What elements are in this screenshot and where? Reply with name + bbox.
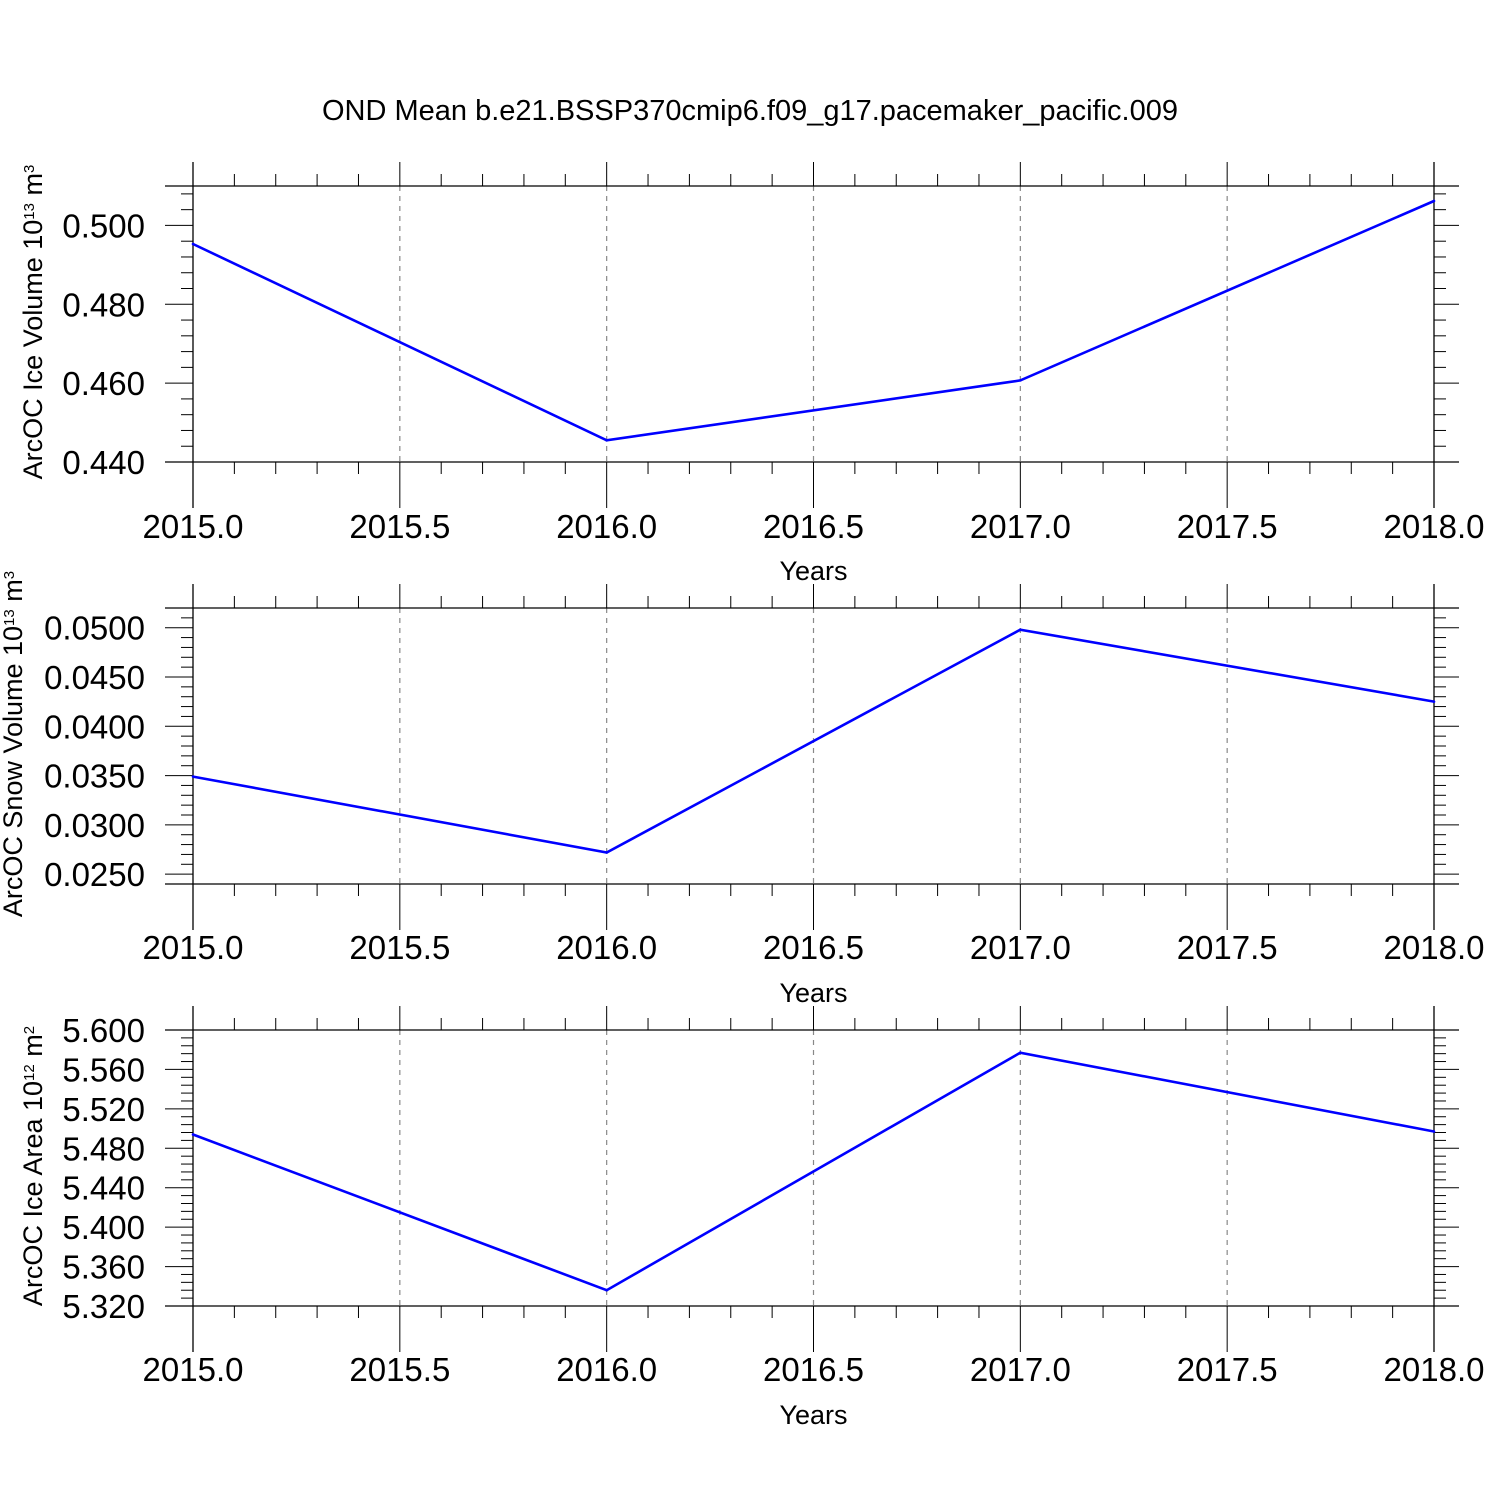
series-line-1 [192, 1051, 1435, 1292]
y-tick-label: 5.360 [62, 1249, 145, 1286]
x-tick-label: 2016.0 [556, 1351, 657, 1388]
y-tick-label: 5.400 [62, 1209, 145, 1246]
x-tick-label: 2017.0 [970, 929, 1071, 966]
y-tick-label: 0.480 [62, 286, 145, 323]
y-axis-title: ArcOC Ice Volume 1013 m3 [18, 165, 48, 480]
x-tick-label: 2015.0 [143, 1351, 244, 1388]
y-axis-title-text: ArcOC Snow Volume 10 [0, 626, 28, 917]
y-tick-label: 0.0350 [44, 758, 145, 795]
y-tick-label: 0.0300 [44, 807, 145, 844]
x-tick-label: 2017.0 [970, 508, 1071, 545]
y-axis-title-text: ArcOC Ice Area 10 [18, 1081, 48, 1306]
data-point [1432, 700, 1436, 703]
data-point [605, 1288, 608, 1292]
y-tick-label: 5.520 [62, 1091, 145, 1128]
axes-frame [165, 162, 1459, 508]
y-tick-label: 0.500 [62, 207, 145, 244]
axes-frame [165, 1006, 1459, 1352]
data-point [1019, 379, 1022, 382]
x-tick-label: 2015.0 [143, 929, 244, 966]
y-tick-label: 5.480 [62, 1130, 145, 1167]
data-point [191, 1133, 195, 1136]
y-axis-title-unit: m [18, 173, 48, 203]
data-point [1019, 628, 1022, 631]
y-axis-title-unit-exponent: 3 [1, 571, 18, 579]
x-tick-label: 2017.5 [1177, 1351, 1278, 1388]
y-tick-label: 0.0400 [44, 708, 145, 745]
y-tick-label: 0.0250 [44, 856, 145, 893]
y-tick-label: 5.320 [62, 1288, 145, 1325]
y-axis-title: ArcOC Snow Volume 1013 m3 [0, 571, 28, 917]
y-axis-title-exponent: 13 [1, 609, 18, 626]
x-axis-title: Years [779, 556, 847, 586]
series-line-1 [192, 628, 1435, 854]
y-axis-title-text: ArcOC Ice Volume 10 [18, 220, 48, 480]
x-tick-label: 2016.5 [763, 1351, 864, 1388]
x-tick-label: 2016.5 [763, 929, 864, 966]
figure-title: OND Mean b.e21.BSSP370cmip6.f09_g17.pace… [322, 95, 1178, 127]
y-axis-title-exponent: 12 [21, 1064, 38, 1081]
x-tick-label: 2015.5 [349, 929, 450, 966]
data-point [605, 851, 608, 854]
chart-panel-3: 5.3205.3605.4005.4405.4805.5205.5605.600… [18, 1006, 1484, 1430]
x-tick-label: 2015.5 [349, 508, 450, 545]
x-axis-title: Years [779, 978, 847, 1008]
y-axis-title-exponent: 13 [21, 203, 38, 220]
chart-panel-2: 0.0250 0.0300 0.0350 0.0400 0.0450 0.0500 2015… [0, 571, 1484, 1008]
data-point [191, 775, 195, 778]
y-axis-title-unit: m [18, 1034, 48, 1064]
data-point [1432, 199, 1436, 203]
y-tick-label: 0.440 [62, 444, 145, 481]
x-axis-title: Years [779, 1400, 847, 1430]
y-tick-label: 0.0450 [44, 659, 145, 696]
axes-frame [165, 584, 1459, 930]
x-tick-label: 2018.0 [1384, 1351, 1485, 1388]
x-tick-label: 2018.0 [1384, 929, 1485, 966]
x-tick-label: 2016.0 [556, 508, 657, 545]
data-point [1432, 1130, 1436, 1133]
series-line-1 [192, 199, 1435, 442]
y-tick-label: 5.560 [62, 1051, 145, 1088]
x-tick-label: 2015.5 [349, 1351, 450, 1388]
y-tick-label: 5.440 [62, 1170, 145, 1207]
y-tick-label: 0.460 [62, 365, 145, 402]
x-tick-label: 2018.0 [1384, 508, 1485, 545]
y-axis-title-unit: m [0, 579, 28, 609]
y-axis-title-unit-exponent: 3 [21, 165, 38, 173]
x-tick-label: 2016.0 [556, 929, 657, 966]
y-tick-label: 5.600 [62, 1012, 145, 1049]
data-point [605, 439, 608, 442]
x-tick-label: 2017.0 [970, 1351, 1071, 1388]
y-axis-title: ArcOC Ice Area 1012 m2 [18, 1026, 48, 1306]
x-tick-label: 2015.0 [143, 508, 244, 545]
x-tick-label: 2017.5 [1177, 929, 1278, 966]
y-tick-label: 0.0500 [44, 610, 145, 647]
data-point [191, 242, 195, 246]
x-tick-label: 2017.5 [1177, 508, 1278, 545]
y-axis-title-unit-exponent: 2 [21, 1026, 38, 1034]
data-point [1019, 1051, 1022, 1054]
chart-panel-1: 0.440 0.460 0.480 0.500 2015.0 2015.5 2016.0 20… [18, 162, 1484, 586]
x-tick-label: 2016.5 [763, 508, 864, 545]
